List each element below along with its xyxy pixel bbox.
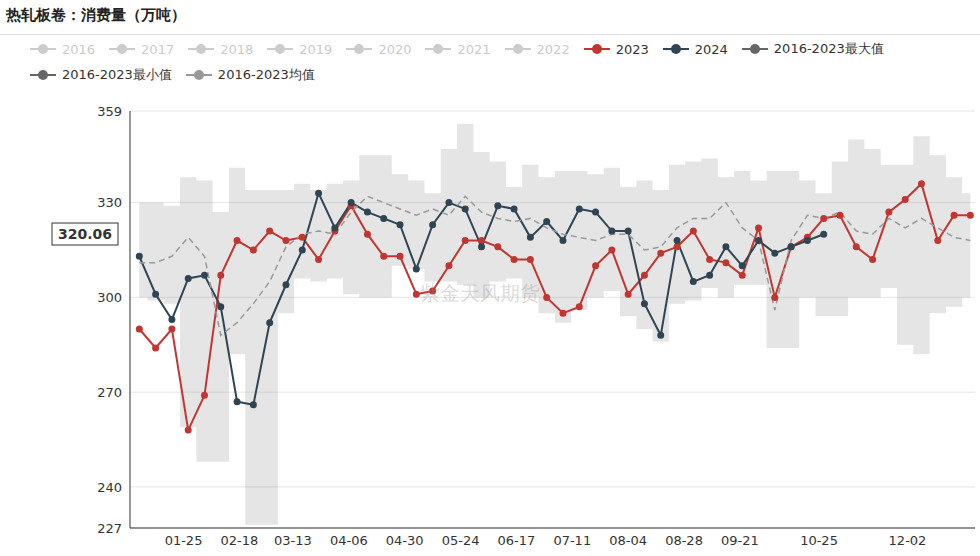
svg-text:07-11: 07-11 — [553, 533, 591, 548]
html-text:2023: 2023 — [615, 41, 649, 57]
svg-text:06-17: 06-17 — [498, 533, 536, 548]
svg-text:359: 359 — [97, 104, 122, 119]
svg-text:03-13: 03-13 — [274, 533, 312, 548]
svg-text:08-28: 08-28 — [665, 533, 703, 548]
svg-text:12-02: 12-02 — [889, 533, 927, 548]
svg-text:320.06: 320.06 — [58, 226, 112, 242]
html-text:2016-2023最大值: 2016-2023最大值 — [773, 41, 884, 56]
svg-text:08-04: 08-04 — [609, 533, 647, 548]
html-text:热轧板卷：消费量（万吨）: 热轧板卷：消费量（万吨） — [6, 6, 186, 24]
html-text:2016: 2016 — [62, 41, 96, 57]
svg-text:04-06: 04-06 — [330, 533, 368, 548]
html-text:2021: 2021 — [457, 41, 491, 57]
svg-text:270: 270 — [97, 385, 122, 400]
svg-text:04-30: 04-30 — [386, 533, 424, 548]
html-text:2016-2023均值: 2016-2023均值 — [217, 67, 315, 82]
html-text:2020: 2020 — [378, 41, 412, 57]
svg-text:240: 240 — [97, 480, 122, 495]
html-text:2019: 2019 — [299, 41, 333, 57]
html-text:紫金天风期货: 紫金天风期货 — [420, 281, 540, 305]
html-text:2022: 2022 — [536, 41, 570, 57]
svg-text:300: 300 — [97, 290, 122, 305]
html-text:2024: 2024 — [694, 41, 728, 57]
html-text:2017: 2017 — [141, 41, 175, 57]
svg-text:10-25: 10-25 — [800, 533, 838, 548]
svg-text:09-21: 09-21 — [721, 533, 759, 548]
svg-text:330: 330 — [97, 195, 122, 210]
svg-text:01-25: 01-25 — [165, 533, 203, 548]
html-text:2016-2023最小值: 2016-2023最小值 — [62, 67, 172, 82]
svg-text:227: 227 — [97, 521, 122, 536]
svg-text:02-18: 02-18 — [221, 533, 259, 548]
html-text:2018: 2018 — [220, 41, 254, 57]
svg-text:05-24: 05-24 — [442, 533, 480, 548]
